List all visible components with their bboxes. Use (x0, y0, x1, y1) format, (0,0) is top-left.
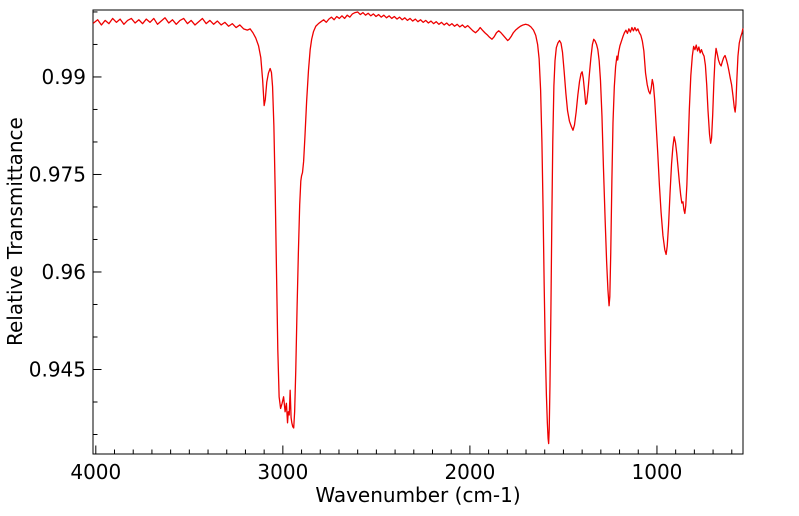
x-tick-label: 1000 (632, 460, 683, 484)
x-tick-label: 4000 (70, 460, 121, 484)
x-axis-title: Wavenumber (cm-1) (315, 483, 521, 507)
y-axis-title: Relative Transmittance (3, 117, 27, 347)
y-tick-label: 0.945 (29, 357, 86, 381)
x-tick-label: 3000 (257, 460, 308, 484)
plot-frame (92, 9, 744, 455)
y-tick-label: 0.99 (41, 65, 86, 89)
y-tick-label: 0.975 (29, 162, 86, 186)
x-tick-label: 2000 (444, 460, 495, 484)
y-tick-label: 0.96 (41, 260, 86, 284)
spectrum-line (92, 11, 744, 445)
